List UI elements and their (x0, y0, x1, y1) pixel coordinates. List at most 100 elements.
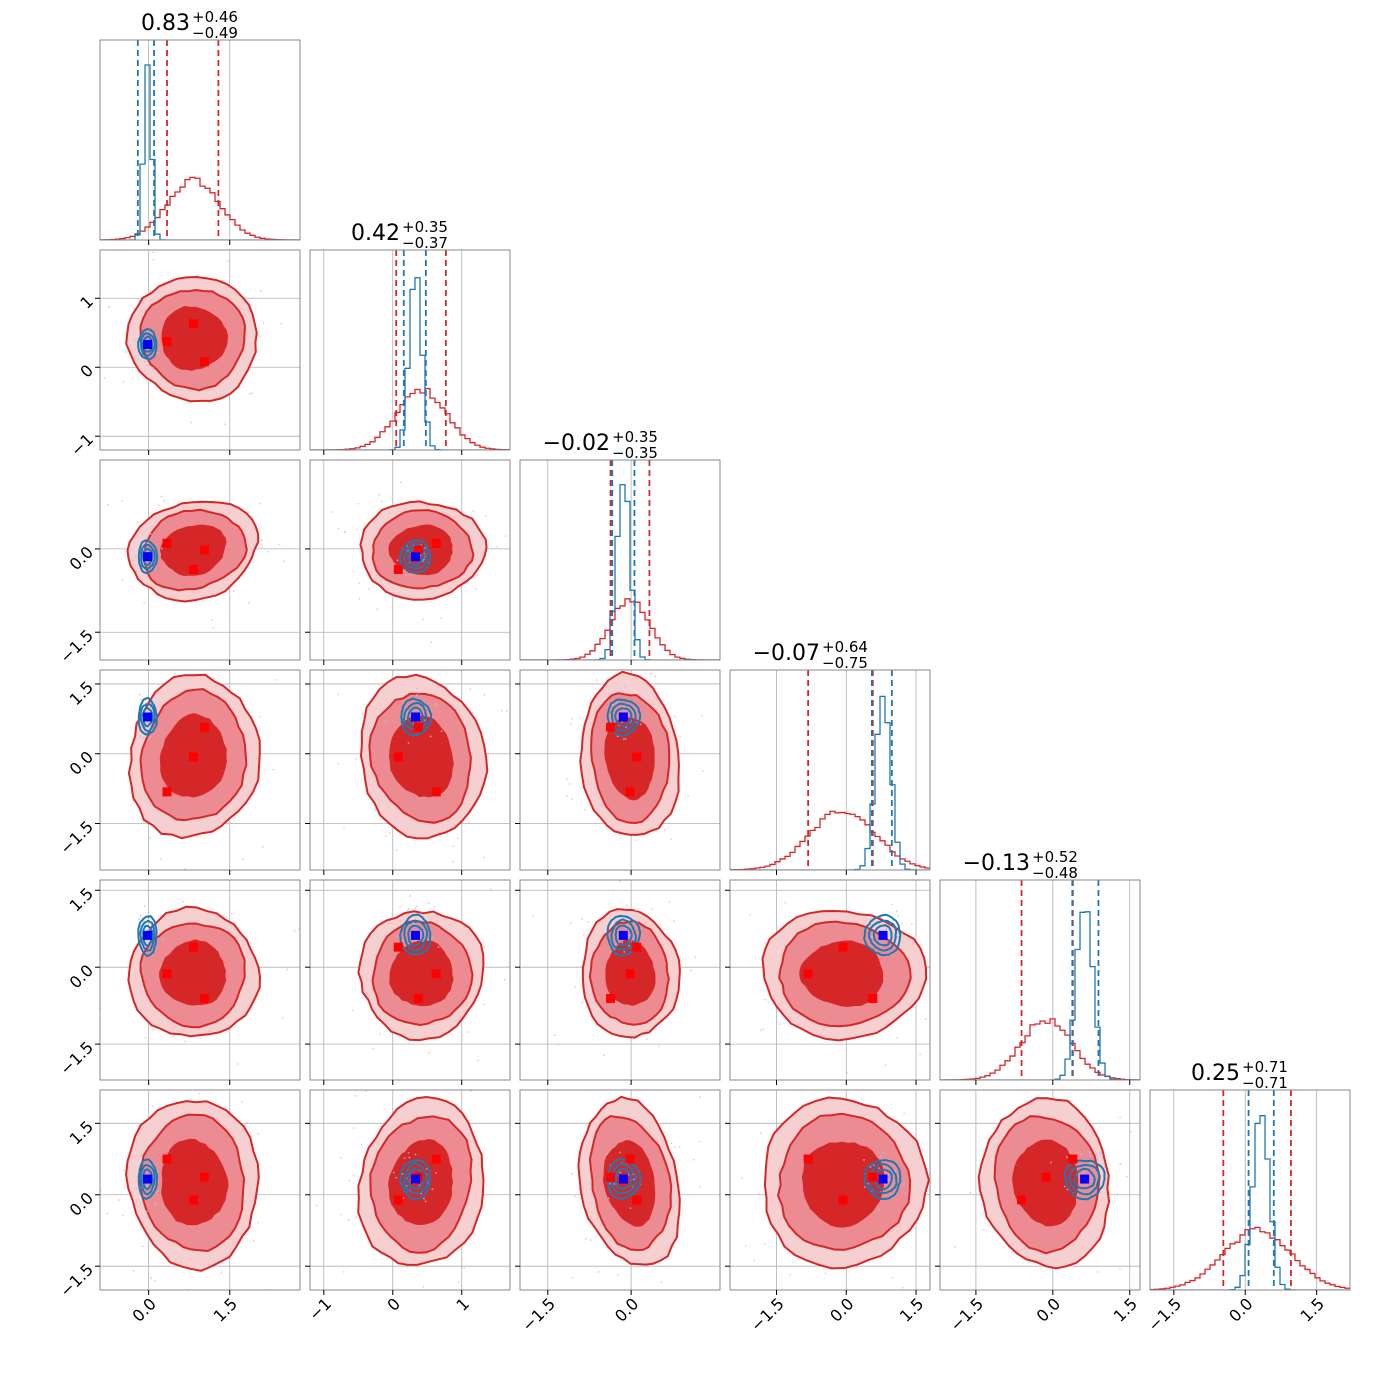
scatter-point-a (151, 1105, 154, 1108)
panel-frame (1149, 1089, 1351, 1291)
scatter-point-a (211, 666, 213, 668)
scatter-point-a (574, 1195, 577, 1198)
scatter-point-a (1108, 1191, 1111, 1194)
truth-marker-b (411, 930, 421, 940)
scatter-point-a (378, 493, 381, 496)
scatter-point-b (156, 1170, 159, 1173)
scatter-point-a (399, 648, 401, 650)
panel-title-upper: +0.64 (822, 638, 868, 656)
scatter-point-a (581, 1001, 584, 1004)
scatter-point-a (241, 858, 244, 860)
scatter-point-b (609, 1182, 612, 1185)
scatter-point-a (482, 1003, 485, 1006)
contour-b-1 (399, 1158, 432, 1201)
scatter-point-a (1119, 1116, 1122, 1119)
scatter-point-a (259, 289, 262, 292)
scatter-point-b (637, 911, 639, 914)
scatter-point-b (147, 352, 149, 355)
scatter-point-a (616, 1274, 619, 1276)
scatter-point-a (339, 1157, 342, 1159)
scatter-point-a (997, 1066, 999, 1068)
scatter-point-a (522, 935, 524, 937)
truth-marker-b (878, 930, 888, 940)
scatter-point-a (496, 545, 499, 548)
scatter-point-b (1063, 1185, 1066, 1188)
scatter-point-a (477, 1059, 480, 1062)
truth-marker-a (189, 752, 199, 762)
scatter-point-b (135, 556, 137, 558)
scatter-point-b (149, 533, 152, 535)
scatter-point-b (427, 938, 430, 941)
scatter-point-a (256, 1221, 259, 1224)
scatter-point-a (262, 846, 264, 848)
scatter-point-a (679, 594, 681, 596)
scatter-point-a (389, 832, 391, 834)
truth-marker-a (393, 752, 403, 762)
histogram-series-a (100, 176, 300, 240)
panel-frame (99, 1089, 301, 1291)
scatter-point-a (121, 499, 124, 502)
contour-b-3 (614, 1167, 633, 1190)
scatter-point-a (199, 1037, 202, 1039)
contour-a-inner (160, 524, 227, 577)
scatter-point-b (423, 1197, 425, 1200)
scatter-point-b (408, 1156, 411, 1159)
scatter-point-a (909, 1122, 912, 1125)
scatter-point-b (137, 358, 140, 360)
contour-b-1 (137, 696, 158, 736)
scatter-point-b (143, 542, 146, 545)
scatter-point-b (407, 1151, 410, 1154)
scatter-point-a (374, 808, 377, 811)
scatter-point-b (162, 938, 165, 941)
contour-b-2 (403, 920, 429, 952)
scatter-point-a (595, 679, 598, 681)
scatter-panel-3-2 (309, 459, 511, 661)
scatter-point-a (184, 1040, 187, 1043)
scatter-point-b (406, 909, 409, 912)
scatter-point-a (121, 579, 124, 582)
scatter-point-a (701, 770, 704, 773)
truth-marker-b (618, 1174, 628, 1184)
truth-marker-a (632, 1195, 642, 1205)
truth-marker-a (393, 942, 403, 952)
scatter-point-a (408, 1042, 411, 1045)
scatter-point-a (306, 1010, 308, 1012)
panel-title-median: 0.83 (141, 11, 190, 36)
x-tick-label: 0.0 (1225, 1294, 1256, 1325)
scatter-point-b (629, 925, 632, 928)
scatter-point-a (584, 808, 587, 811)
scatter-point-a (156, 871, 158, 873)
histogram-series-b (940, 911, 1140, 1080)
scatter-point-a (251, 392, 254, 395)
scatter-point-a (281, 1017, 284, 1019)
scatter-point-b (879, 1155, 882, 1158)
scatter-point-a (582, 933, 585, 936)
truth-marker-a (606, 1172, 616, 1182)
truth-marker-a (838, 942, 848, 952)
scatter-point-b (632, 1178, 635, 1181)
truth-marker-a (838, 1195, 848, 1205)
scatter-point-a (896, 1025, 898, 1027)
scatter-point-a (293, 929, 296, 932)
scatter-panel-6-4 (729, 1025, 999, 1291)
scatter-panel-4-1 (99, 666, 301, 873)
scatter-point-a (895, 910, 898, 913)
scatter-point-b (401, 1173, 404, 1175)
scatter-point-b (403, 1157, 406, 1160)
truth-marker-b (618, 930, 628, 940)
x-tick-label: 0.0 (826, 1294, 857, 1325)
histogram-series-b (310, 277, 510, 450)
scatter-point-b (148, 737, 151, 740)
scatter-point-b (621, 941, 624, 944)
x-tick-label: 1.5 (210, 1294, 241, 1325)
scatter-point-a (660, 1281, 663, 1284)
y-tick-label: 0.0 (66, 961, 97, 992)
scatter-point-a (195, 871, 197, 873)
scatter-point-a (824, 1272, 827, 1275)
y-tick-label: 0.0 (66, 747, 97, 778)
scatter-point-b (416, 905, 419, 908)
panel-frame (99, 669, 301, 871)
contour-b-2 (868, 919, 897, 952)
panel-frame (309, 669, 511, 871)
scatter-point-b (1100, 1152, 1103, 1154)
